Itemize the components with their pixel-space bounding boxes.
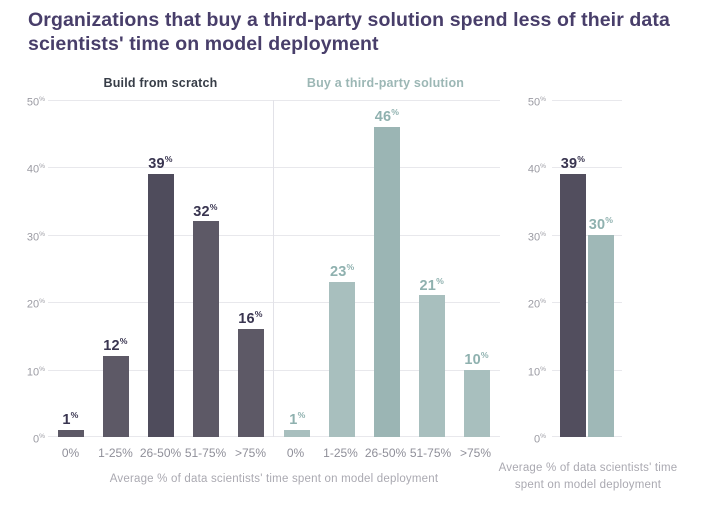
- y-axis-tick-label: 40%: [26, 163, 45, 177]
- y-axis-tick-label: 30%: [26, 230, 45, 244]
- y-axis-tick-label: 50%: [26, 96, 45, 109]
- main-x-axis-title: Average % of data scientists' time spent…: [109, 473, 439, 485]
- bar-slot: 21%: [409, 100, 454, 437]
- bar-value-label: 16%: [238, 309, 263, 328]
- gridline: [48, 369, 500, 371]
- mini-x-axis-title: Average % of data scientists' time spent…: [498, 462, 678, 491]
- x-axis-tick-label: 51-75%: [409, 446, 452, 460]
- x-axis-tick-label: 0%: [61, 446, 80, 460]
- bar: [284, 430, 311, 437]
- mini-plot-area: 39% 30%: [552, 100, 622, 437]
- bar: [237, 329, 264, 437]
- x-axis-tick-label: 1-25%: [98, 446, 133, 460]
- bar-value-label: 46%: [374, 107, 400, 125]
- bar: [418, 295, 445, 437]
- bar-slot: 12%: [93, 100, 138, 437]
- bar: [463, 369, 490, 437]
- x-axis-tick-label: 51-75%: [184, 446, 227, 460]
- bar-value-label: 21%: [419, 275, 445, 294]
- bar-value-label: 12%: [103, 336, 128, 355]
- buy-x-axis-labels: 0% 1-25% 26-50% 51-75% >75%: [273, 446, 498, 460]
- panel-build-header: Build from scratch: [103, 76, 218, 90]
- gridline: [48, 436, 500, 437]
- bar-value-label: 39%: [148, 154, 173, 173]
- y-axis-tick-label: 0%: [33, 433, 45, 446]
- main-plot-area: 1% 12% 39% 32% 16% 1% 23% 46% 21% 10%: [48, 100, 500, 437]
- bar: [192, 221, 219, 437]
- bar: [560, 174, 586, 437]
- x-axis-tick-label: 0%: [286, 446, 305, 460]
- gridline: [552, 234, 622, 236]
- gridline: [552, 167, 622, 169]
- x-axis-tick-label: >75%: [459, 446, 492, 460]
- bar-slot: 1%: [275, 100, 320, 437]
- bar: [373, 126, 400, 437]
- bar-value-label: 1%: [62, 410, 79, 429]
- y-axis-tick-label: 10%: [26, 365, 45, 379]
- bar-slot: 16%: [228, 100, 273, 437]
- x-axis-tick-label: 1-25%: [323, 446, 358, 460]
- buy-bars-group: 1% 23% 46% 21% 10%: [275, 100, 499, 437]
- panel-divider: [273, 100, 274, 437]
- average-bars-group: 39% 30%: [552, 100, 622, 437]
- gridline: [552, 436, 622, 437]
- bar-slot: 46%: [365, 100, 410, 437]
- bar-slot: 1%: [48, 100, 93, 437]
- gridline: [48, 100, 500, 101]
- bar-slot: 23%: [320, 100, 365, 437]
- y-axis-tick-label: 30%: [527, 230, 546, 244]
- mini-y-axis: 50% 40% 30% 20% 10% 0%: [502, 96, 546, 446]
- bar-value-label: 1%: [289, 410, 306, 429]
- bar: [329, 281, 356, 437]
- bar-slot: 39%: [138, 100, 183, 437]
- panel-buy-header: Buy a third-party solution: [306, 76, 465, 90]
- y-axis-tick-label: 0%: [534, 433, 546, 446]
- bar-slot: 30%: [588, 100, 614, 437]
- chart-title: Organizations that buy a third-party sol…: [28, 9, 670, 56]
- bar-value-label: 10%: [464, 349, 489, 368]
- y-axis-tick-label: 20%: [26, 298, 45, 311]
- bar-value-label: 39%: [560, 154, 586, 173]
- x-axis-tick-label: 26-50%: [364, 446, 407, 460]
- bar: [588, 234, 614, 437]
- bar-slot: 39%: [560, 100, 586, 437]
- bar: [147, 174, 174, 437]
- bar: [102, 356, 129, 437]
- gridline: [48, 302, 500, 304]
- bar: [57, 430, 84, 437]
- bar-value-label: 23%: [329, 262, 355, 280]
- y-axis-tick-label: 20%: [527, 298, 546, 311]
- bar-slot: 10%: [454, 100, 499, 437]
- gridline: [48, 234, 500, 236]
- gridline: [552, 302, 622, 304]
- y-axis-tick-label: 50%: [527, 96, 546, 109]
- x-axis-tick-label: >75%: [234, 446, 267, 460]
- bar-value-label: 30%: [588, 214, 614, 233]
- gridline: [552, 100, 622, 101]
- bar-slot: 32%: [183, 100, 228, 437]
- build-x-axis-labels: 0% 1-25% 26-50% 51-75% >75%: [48, 446, 273, 460]
- y-axis-tick-label: 40%: [527, 163, 546, 177]
- y-axis-tick-label: 10%: [527, 365, 546, 379]
- gridline: [48, 167, 500, 169]
- x-axis-tick-label: 26-50%: [139, 446, 182, 460]
- build-bars-group: 1% 12% 39% 32% 16%: [48, 100, 273, 437]
- main-y-axis: 50% 40% 30% 20% 10% 0%: [8, 96, 45, 446]
- bar-value-label: 32%: [193, 201, 218, 220]
- gridline: [552, 369, 622, 371]
